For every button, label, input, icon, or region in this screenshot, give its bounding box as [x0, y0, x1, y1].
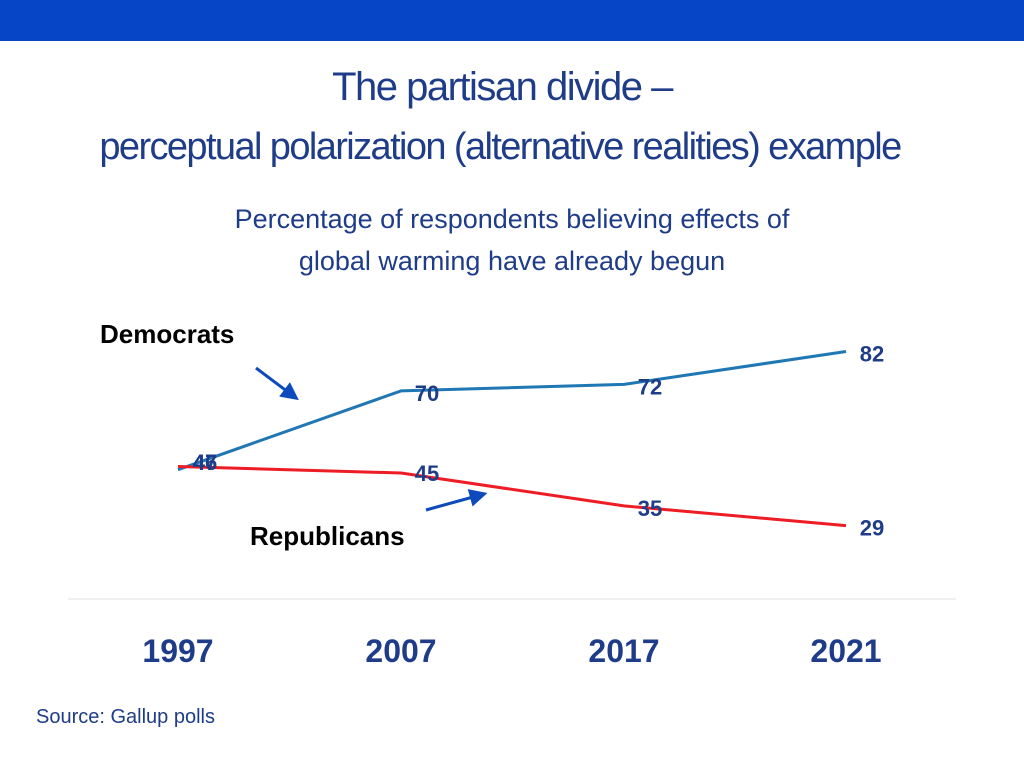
slide-subtitle: perceptual polarization (alternative rea…: [99, 126, 902, 168]
democrats-data-label-2007: 70: [415, 381, 439, 406]
democrats-line: [177, 350, 847, 472]
legend-democrats: Democrats: [100, 319, 234, 349]
source-note: Source: Gallup polls: [36, 706, 215, 728]
x-tick-label-2021: 2021: [810, 633, 881, 669]
legend-republicans: Republicans: [250, 521, 405, 551]
chart-title-line-1: Percentage of respondents believing effe…: [234, 204, 790, 234]
x-tick-label-1997: 1997: [142, 633, 213, 669]
x-tick-label-2007: 2007: [365, 633, 436, 669]
chart-title-line-2: global warming have already begun: [298, 246, 726, 276]
democrats-data-label-2017: 72: [638, 374, 662, 399]
x-tick-label-2017: 2017: [588, 633, 659, 669]
republicans-data-label-2017: 35: [638, 496, 662, 521]
democrats-arrow: [255, 366, 299, 401]
democrats-data-label-2021: 82: [860, 342, 884, 367]
top-banner: [0, 0, 1024, 41]
republicans-data-label-1997: 47: [193, 450, 217, 475]
republicans-data-label-2021: 29: [860, 516, 884, 541]
republicans-line: [177, 465, 847, 528]
chart-title: Percentage of respondents believing effe…: [150, 198, 874, 282]
democrats-data-label-1997: 46: [193, 450, 217, 475]
republicans-arrow: [425, 489, 488, 512]
republicans-data-label-2007: 45: [415, 461, 439, 486]
slide-title: The partisan divide –: [332, 65, 673, 109]
